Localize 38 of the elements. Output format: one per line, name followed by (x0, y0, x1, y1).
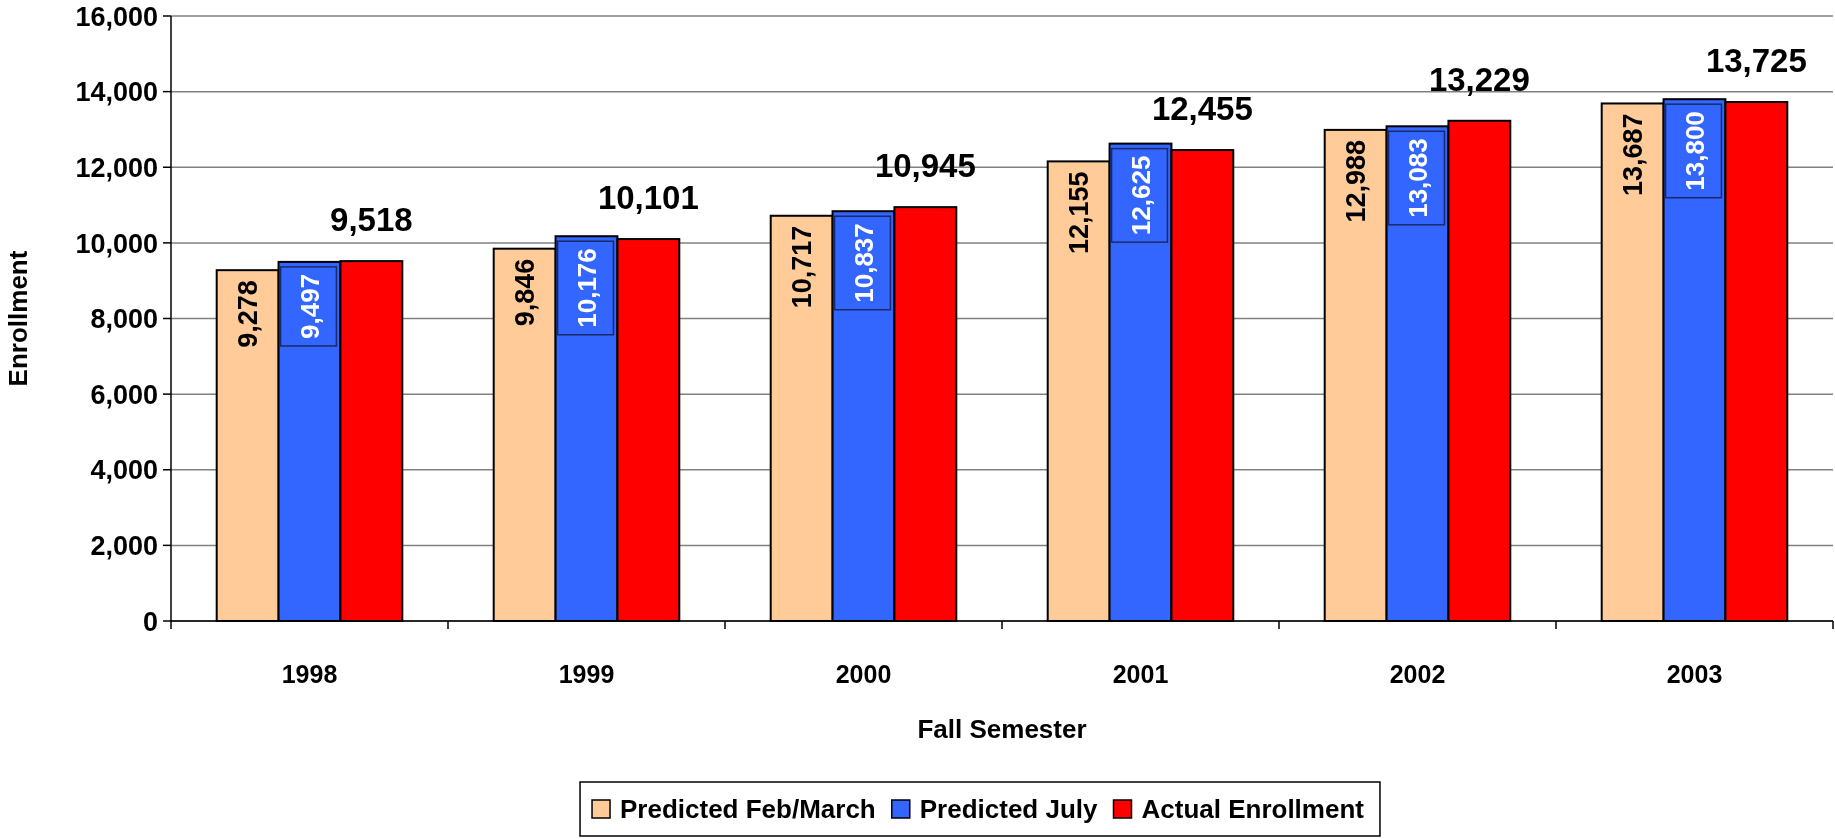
y-tick-label: 2,000 (90, 531, 158, 562)
y-tick-label: 16,000 (75, 1, 158, 32)
data-label: 12,455 (1151, 90, 1253, 128)
x-tick-label: 2002 (1389, 660, 1446, 688)
data-label: 9,278 (232, 280, 263, 348)
y-tick-label: 6,000 (90, 379, 158, 410)
data-label: 9,518 (330, 201, 413, 239)
data-label: 12,155 (1063, 171, 1094, 254)
data-label: 13,800 (1679, 111, 1710, 191)
y-tick-label: 10,000 (75, 228, 158, 259)
x-tick-label: 2001 (1112, 660, 1169, 688)
legend-label: Predicted Feb/March (620, 794, 876, 824)
x-tick-label: 2003 (1666, 660, 1723, 688)
data-label: 9,497 (294, 273, 325, 339)
data-label: 10,717 (786, 225, 817, 309)
data-label: 10,101 (597, 179, 699, 217)
data-label: 12,625 (1125, 155, 1156, 236)
data-label: 13,687 (1617, 113, 1648, 197)
x-tick-label: 2000 (835, 660, 892, 688)
y-axis-title: Enrollment (3, 250, 33, 387)
data-label: 9,846 (509, 258, 540, 327)
data-label: 13,229 (1428, 60, 1530, 98)
data-label: 10,176 (571, 248, 602, 328)
data-label: 12,988 (1340, 139, 1371, 223)
y-tick-label: 0 (142, 606, 158, 637)
x-axis-title: Fall Semester (917, 714, 1087, 744)
data-label: 10,945 (874, 147, 976, 185)
data-label: 10,837 (848, 223, 879, 303)
y-tick-label: 12,000 (75, 152, 158, 183)
y-tick-label: 8,000 (90, 304, 158, 335)
data-label: 13,725 (1705, 42, 1807, 80)
legend-label: Actual Enrollment (1141, 794, 1365, 824)
y-tick-label: 4,000 (90, 455, 158, 486)
data-label: 13,083 (1402, 138, 1433, 218)
x-tick-label: 1998 (281, 660, 338, 688)
x-tick-label: 1999 (558, 660, 615, 688)
y-tick-label: 14,000 (75, 77, 158, 108)
legend-label: Predicted July (919, 794, 1099, 824)
